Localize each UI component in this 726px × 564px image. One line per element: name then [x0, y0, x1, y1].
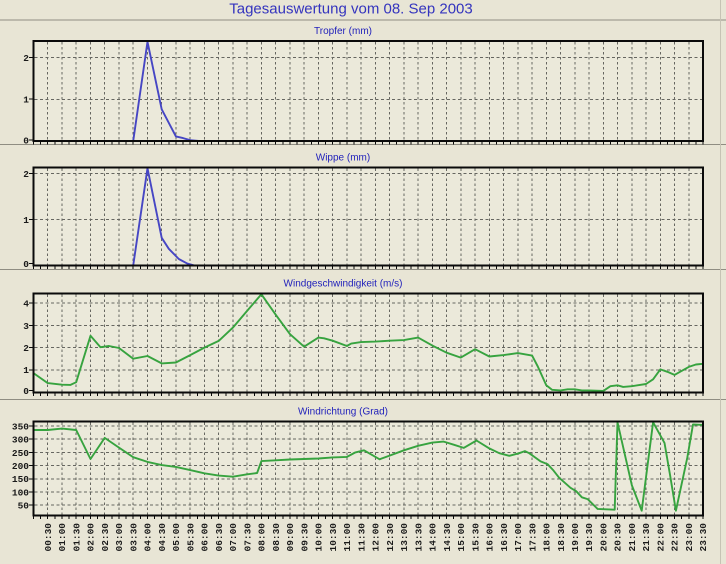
svg-text:10:00: 10:00	[314, 523, 325, 552]
svg-text:02:00: 02:00	[86, 523, 97, 552]
svg-text:08:00: 08:00	[257, 523, 268, 552]
svg-text:04:30: 04:30	[157, 523, 168, 552]
svg-text:09:30: 09:30	[299, 523, 310, 552]
svg-text:07:00: 07:00	[228, 523, 239, 552]
svg-text:13:00: 13:00	[399, 523, 410, 552]
svg-text:3: 3	[23, 321, 29, 332]
svg-text:0: 0	[23, 259, 29, 270]
svg-text:01:00: 01:00	[57, 523, 68, 552]
svg-text:4: 4	[23, 299, 29, 310]
svg-text:00:30: 00:30	[43, 523, 54, 552]
svg-text:13:30: 13:30	[413, 523, 424, 552]
svg-text:10:30: 10:30	[328, 523, 339, 552]
svg-text:22:00: 22:00	[656, 523, 667, 552]
svg-text:01:30: 01:30	[71, 523, 82, 552]
svg-text:20:30: 20:30	[613, 523, 624, 552]
svg-text:0: 0	[23, 135, 29, 146]
svg-text:23:30: 23:30	[698, 523, 709, 552]
svg-text:14:30: 14:30	[442, 523, 453, 552]
svg-text:12:00: 12:00	[371, 523, 382, 552]
svg-text:1: 1	[23, 95, 29, 106]
svg-text:23:00: 23:00	[684, 523, 695, 552]
svg-text:17:00: 17:00	[513, 523, 524, 552]
svg-text:12:30: 12:30	[385, 523, 396, 552]
svg-text:14:00: 14:00	[428, 523, 439, 552]
svg-text:11:30: 11:30	[356, 523, 367, 552]
svg-text:2: 2	[23, 343, 29, 354]
svg-text:02:30: 02:30	[100, 523, 111, 552]
svg-text:16:00: 16:00	[485, 523, 496, 552]
svg-text:03:00: 03:00	[114, 523, 125, 552]
svg-text:18:00: 18:00	[542, 523, 553, 552]
svg-text:Wippe (mm): Wippe (mm)	[316, 153, 370, 164]
svg-text:15:30: 15:30	[470, 523, 481, 552]
svg-text:1: 1	[23, 365, 29, 376]
svg-text:04:00: 04:00	[143, 523, 154, 552]
svg-text:100: 100	[12, 487, 29, 498]
svg-text:08:30: 08:30	[271, 523, 282, 552]
svg-text:22:30: 22:30	[670, 523, 681, 552]
svg-text:50: 50	[18, 501, 30, 512]
svg-text:20:00: 20:00	[599, 523, 610, 552]
svg-text:300: 300	[12, 435, 29, 446]
svg-text:1: 1	[23, 215, 29, 226]
svg-text:05:30: 05:30	[185, 523, 196, 552]
svg-text:350: 350	[12, 421, 29, 432]
svg-text:19:30: 19:30	[584, 523, 595, 552]
svg-text:05:00: 05:00	[171, 523, 182, 552]
svg-text:11:00: 11:00	[342, 523, 353, 552]
svg-text:Tagesauswertung vom 08. Sep 20: Tagesauswertung vom 08. Sep 2003	[229, 1, 473, 18]
svg-text:21:30: 21:30	[641, 523, 652, 552]
svg-text:06:30: 06:30	[214, 523, 225, 552]
svg-text:250: 250	[12, 448, 29, 459]
svg-text:0: 0	[23, 386, 29, 397]
svg-text:17:30: 17:30	[527, 523, 538, 552]
svg-text:19:00: 19:00	[570, 523, 581, 552]
svg-text:18:30: 18:30	[556, 523, 567, 552]
svg-text:03:30: 03:30	[128, 523, 139, 552]
svg-text:150: 150	[12, 474, 29, 485]
svg-text:200: 200	[12, 461, 29, 472]
svg-text:15:00: 15:00	[456, 523, 467, 552]
svg-text:Windrichtung (Grad): Windrichtung (Grad)	[298, 407, 388, 418]
svg-text:Windgeschwindigkeit (m/s): Windgeschwindigkeit (m/s)	[284, 279, 403, 290]
svg-text:07:30: 07:30	[242, 523, 253, 552]
svg-text:21:00: 21:00	[627, 523, 638, 552]
svg-text:2: 2	[23, 53, 29, 64]
svg-text:09:00: 09:00	[285, 523, 296, 552]
svg-text:06:00: 06:00	[200, 523, 211, 552]
svg-text:Tropfer (mm): Tropfer (mm)	[314, 26, 372, 37]
svg-text:16:30: 16:30	[499, 523, 510, 552]
svg-text:2: 2	[23, 169, 29, 180]
